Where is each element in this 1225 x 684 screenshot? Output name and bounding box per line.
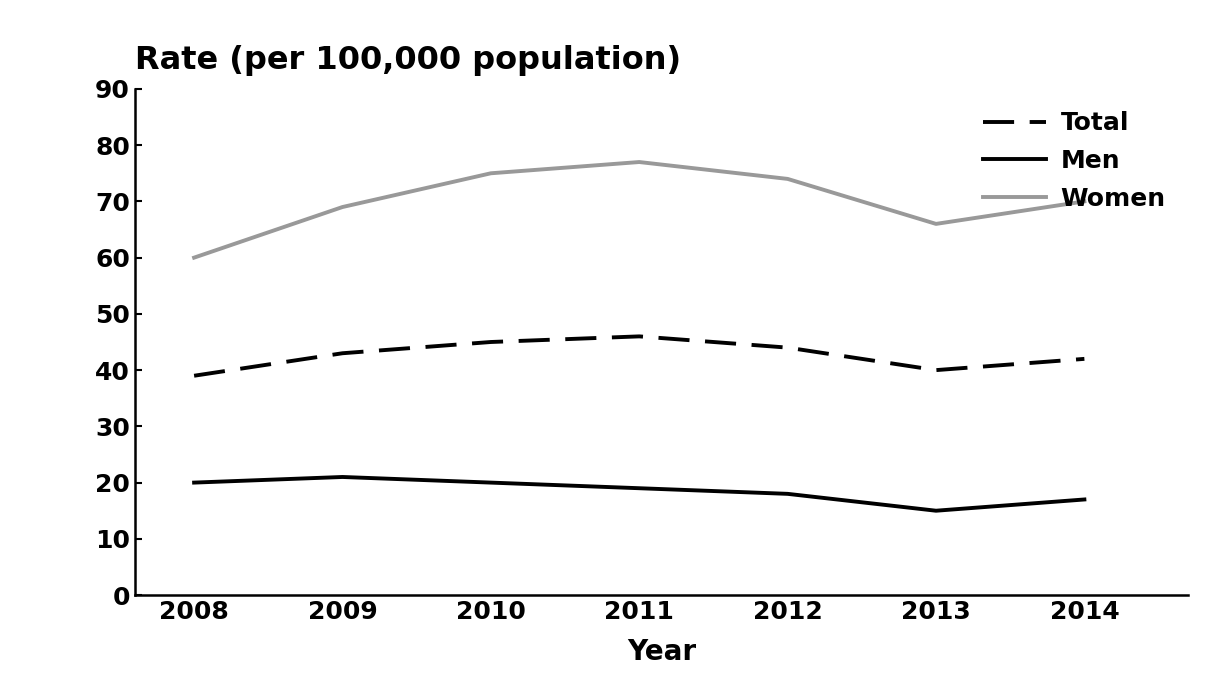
Line: Men: Men (194, 477, 1084, 511)
Women (929, 220, 943, 228)
Total (780, 343, 795, 352)
Legend: Total, Men, Women: Total, Men, Women (973, 101, 1176, 221)
Women (780, 175, 795, 183)
Men (780, 490, 795, 498)
Men (186, 479, 201, 487)
Total (929, 366, 943, 374)
Men (1077, 495, 1091, 503)
Men (484, 479, 499, 487)
Text: Rate (per 100,000 population): Rate (per 100,000 population) (135, 45, 681, 77)
Men (929, 507, 943, 515)
Women (484, 169, 499, 177)
Line: Women: Women (194, 162, 1084, 258)
Men (632, 484, 647, 492)
Women (1077, 197, 1091, 205)
Line: Total: Total (194, 337, 1084, 376)
Total (1077, 355, 1091, 363)
Total (336, 349, 350, 357)
X-axis label: Year: Year (627, 637, 696, 666)
Women (632, 158, 647, 166)
Total (632, 332, 647, 341)
Total (186, 371, 201, 380)
Men (336, 473, 350, 481)
Total (484, 338, 499, 346)
Women (336, 203, 350, 211)
Women (186, 254, 201, 262)
